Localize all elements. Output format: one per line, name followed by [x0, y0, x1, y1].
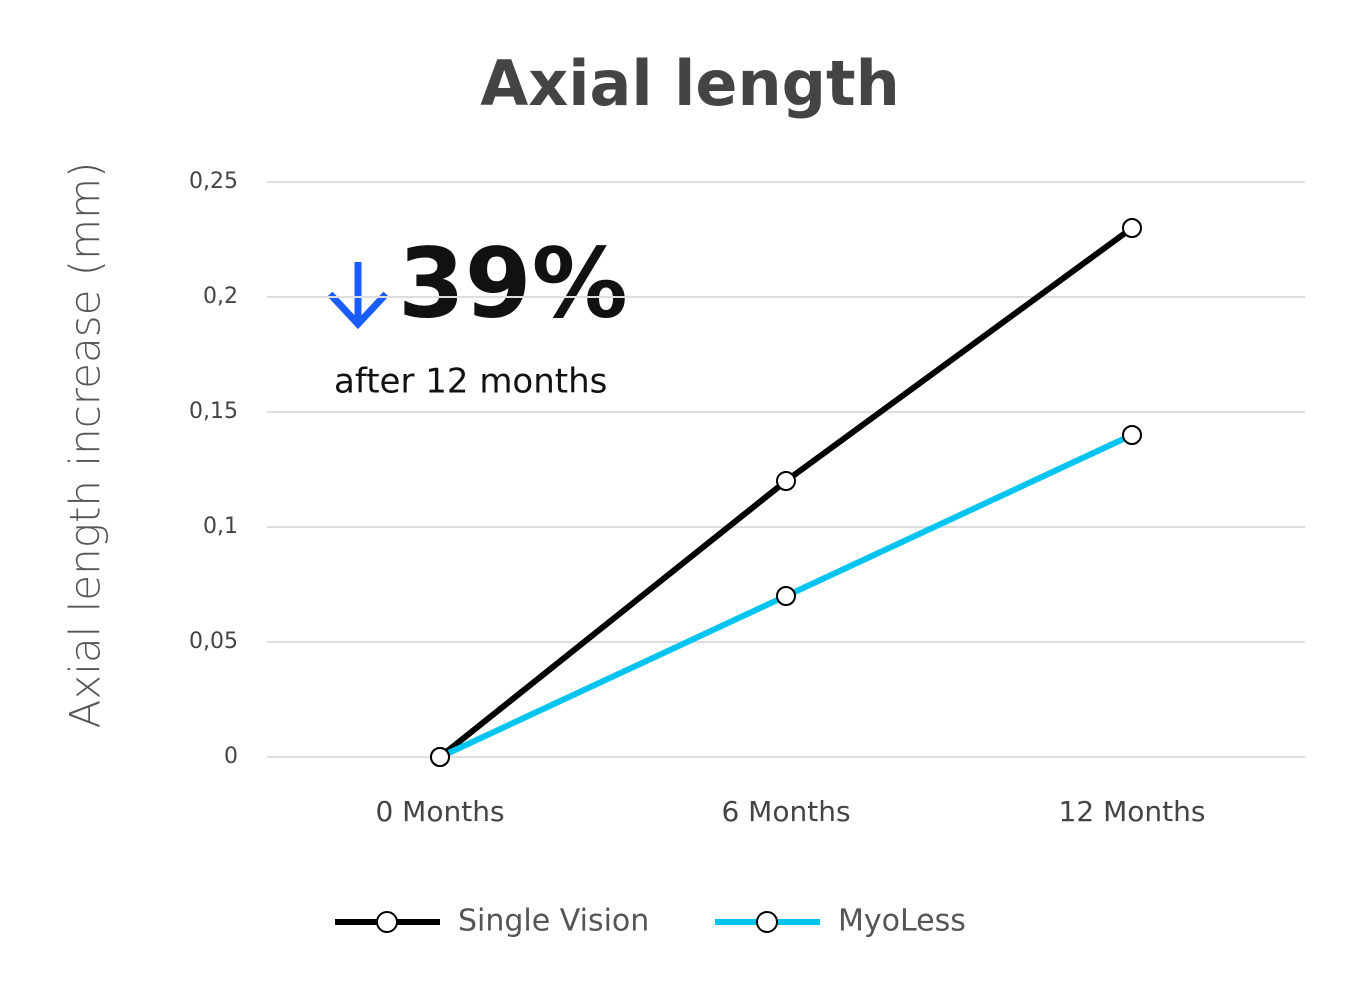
annotation-headline: 39%: [398, 227, 628, 339]
y-tick-label: 0: [224, 744, 238, 769]
data-point: [1122, 218, 1142, 238]
x-tick-label: 12 Months: [1059, 795, 1206, 828]
legend-label: Single Vision: [458, 904, 649, 939]
data-point: [1122, 425, 1142, 445]
annotation-text: after 12 months: [334, 362, 607, 402]
y-tick-label: 0,05: [189, 629, 238, 654]
data-point: [430, 747, 450, 767]
data-point: [776, 471, 796, 491]
annotation-arrow: [327, 262, 389, 330]
legend-marker: [756, 911, 778, 933]
y-tick-label: 0,1: [203, 514, 238, 539]
y-axis-label: Axial length increase (mm): [61, 162, 110, 729]
y-tick-label: 0,25: [189, 169, 238, 194]
x-tick-label: 0 Months: [375, 795, 504, 828]
legend-marker: [376, 911, 398, 933]
y-tick-label: 0,15: [189, 399, 238, 424]
data-point: [776, 586, 796, 606]
chart-title: Axial length: [480, 47, 900, 120]
legend-label: MyoLess: [838, 904, 966, 939]
x-tick-label: 6 Months: [721, 795, 850, 828]
y-tick-label: 0,2: [203, 284, 238, 309]
